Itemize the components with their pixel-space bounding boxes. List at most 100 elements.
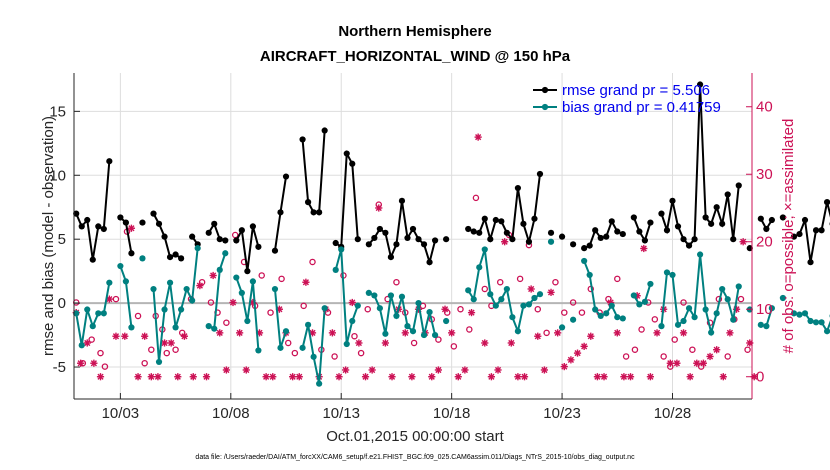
data-point [409, 328, 417, 335]
data-point [779, 294, 787, 302]
data-point [376, 305, 383, 312]
data-point [382, 330, 389, 337]
data-point [205, 323, 212, 330]
obs-assimilated-marker [196, 282, 204, 290]
obs-assimilated-marker [295, 373, 303, 381]
data-point [520, 302, 527, 309]
obs-assimilated-marker [560, 363, 568, 371]
y2-tick-label: 30 [756, 166, 773, 183]
data-point [592, 306, 599, 313]
data-point [547, 238, 555, 245]
data-point [211, 220, 218, 227]
data-point [547, 229, 555, 236]
data-point [697, 81, 704, 88]
obs-assimilated-marker [269, 373, 277, 381]
data-point [178, 255, 185, 262]
data-point [404, 234, 411, 242]
data-point [117, 262, 124, 270]
data-point [481, 215, 488, 222]
data-point [630, 214, 637, 221]
data-point [614, 228, 621, 235]
data-point [536, 170, 544, 178]
obs-possible-marker [516, 275, 524, 283]
data-point [697, 251, 704, 258]
data-point [304, 199, 312, 206]
data-point [641, 237, 648, 244]
data-point [189, 233, 196, 240]
obs-assimilated-marker [481, 339, 489, 347]
obs-assimilated-marker [679, 329, 688, 337]
x-tick-label: 10/08 [212, 405, 250, 422]
data-point [558, 324, 566, 331]
data-point [271, 247, 279, 254]
data-point [525, 301, 533, 308]
x-tick-label: 10/13 [322, 405, 360, 422]
obs-assimilated-marker [448, 329, 456, 337]
data-point [757, 321, 764, 328]
data-point [691, 236, 698, 243]
obs-assimilated-marker [134, 373, 142, 381]
data-point [586, 242, 593, 249]
data-point [636, 301, 643, 308]
y-tick-label: -5 [53, 359, 66, 376]
data-point [619, 315, 626, 322]
data-point [161, 233, 168, 240]
data-point [790, 310, 798, 317]
obs-possible-marker [561, 309, 568, 316]
obs-assimilated-marker [242, 366, 250, 374]
obs-assimilated-marker [640, 244, 648, 253]
data-point [387, 253, 395, 261]
data-point [189, 297, 196, 304]
data-point [647, 280, 654, 288]
data-point [84, 306, 91, 313]
data-point [719, 220, 726, 227]
obs-assimilated-marker [487, 373, 496, 381]
obs-possible-marker [622, 353, 630, 360]
data-point [823, 199, 830, 206]
obs-possible-marker [364, 305, 371, 313]
obs-possible-marker [101, 363, 109, 370]
data-point [730, 236, 737, 243]
obs-assimilated-marker [328, 329, 336, 337]
data-point [222, 237, 229, 244]
data-point [415, 236, 422, 243]
data-point [233, 237, 240, 244]
obs-possible-marker [223, 319, 230, 326]
obs-assimilated-marker [699, 359, 708, 367]
x-tick-label: 10/03 [102, 405, 140, 422]
obs-assimilated-marker [375, 204, 383, 212]
obs-assimilated-marker [348, 298, 356, 307]
obs-assimilated-marker [461, 366, 469, 374]
obs-assimilated-marker [441, 305, 449, 313]
obs-possible-marker [207, 299, 215, 306]
obs-assimilated-marker [626, 373, 635, 381]
obs-assimilated-marker [121, 332, 129, 340]
data-point [106, 158, 113, 165]
data-point [520, 220, 527, 227]
data-marks [72, 81, 830, 387]
obs-possible-marker [309, 258, 316, 266]
data-point [812, 227, 820, 234]
obs-possible-marker [419, 302, 427, 310]
obs-assimilated-marker [96, 373, 105, 381]
obs-possible-marker [552, 278, 559, 286]
obs-assimilated-marker [587, 332, 595, 340]
data-point [503, 229, 510, 236]
data-point [663, 227, 671, 234]
data-point [382, 229, 389, 236]
data-point [603, 233, 610, 240]
data-point [117, 214, 124, 221]
data-point [84, 216, 91, 224]
obs-assimilated-marker [474, 133, 482, 141]
y2-tick-label: 0 [756, 369, 764, 386]
obs-assimilated-marker [174, 373, 182, 381]
data-point [216, 236, 223, 243]
obs-assimilated-marker [180, 332, 189, 340]
data-point [205, 229, 212, 236]
obs-assimilated-marker [600, 373, 608, 381]
obs-assimilated-marker [189, 373, 197, 381]
obs-assimilated-marker [167, 339, 175, 347]
data-point [514, 184, 522, 192]
rmse-series [73, 81, 830, 275]
data-point [89, 256, 96, 263]
